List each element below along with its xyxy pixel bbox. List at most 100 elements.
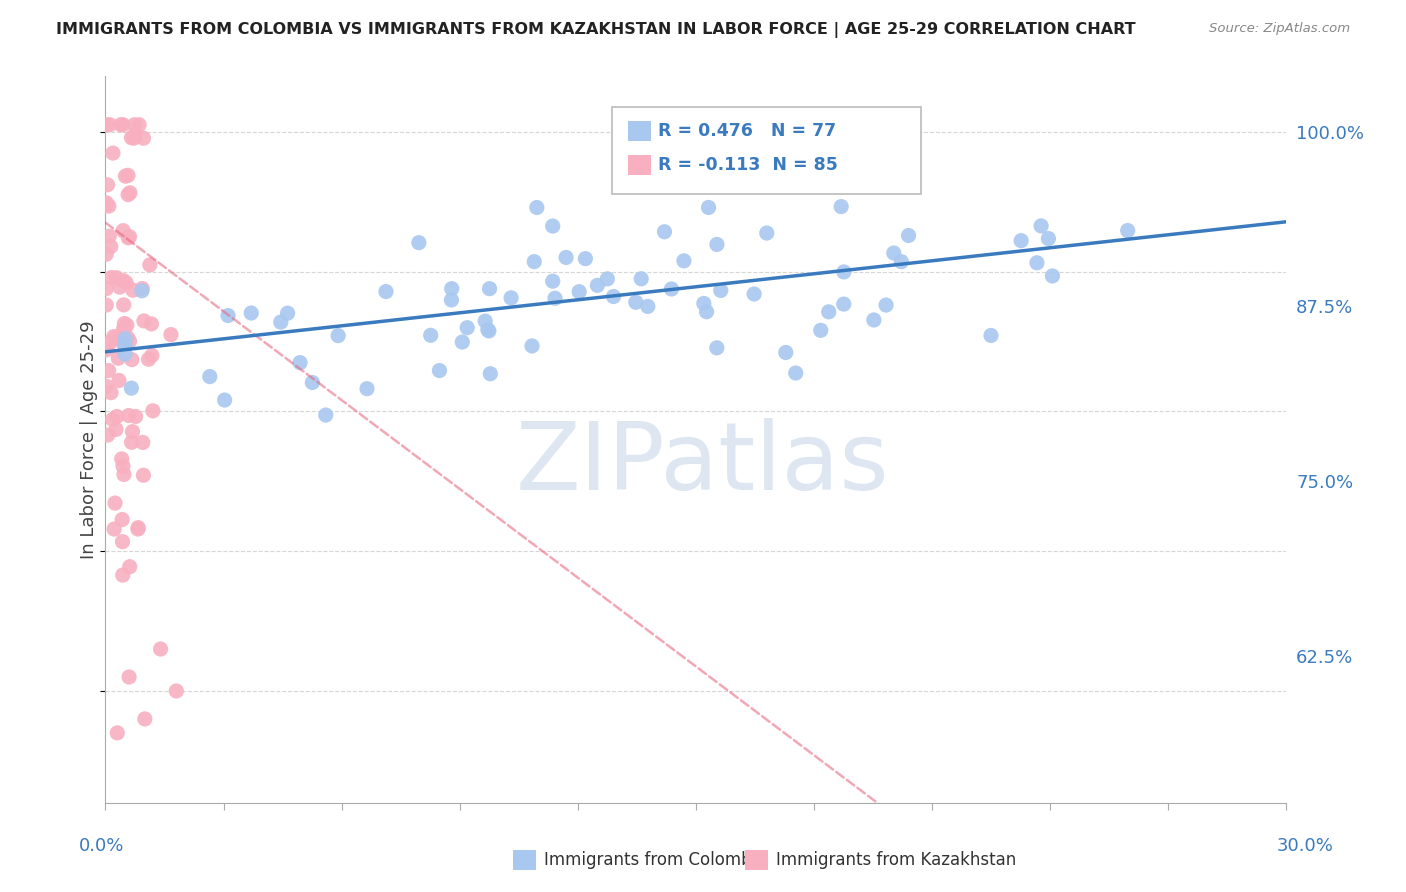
Point (1038, 231, 1060, 245)
Point (127, 522, 149, 536)
Point (456, 320, 478, 334)
Point (98, 118, 121, 132)
Point (111, 512, 134, 526)
Point (526, 201, 548, 215)
Point (122, 283, 145, 297)
Point (108, 280, 131, 294)
Point (142, 404, 165, 418)
Text: 0.0%: 0.0% (79, 837, 124, 855)
Point (118, 409, 141, 423)
Point (479, 367, 502, 381)
Point (832, 265, 855, 279)
Point (693, 296, 716, 310)
Point (700, 169, 723, 183)
Point (112, 317, 135, 331)
Point (478, 282, 501, 296)
Point (602, 289, 624, 303)
Y-axis label: In Labor Force | Age 25-29: In Labor Force | Age 25-29 (80, 320, 98, 558)
Point (160, 327, 183, 342)
Point (198, 369, 221, 384)
Point (134, 712, 156, 726)
Point (105, 726, 128, 740)
Point (478, 324, 501, 338)
Point (326, 328, 349, 343)
Point (419, 328, 441, 343)
Point (132, 468, 155, 483)
Point (118, 670, 141, 684)
Point (96, 198, 118, 212)
Point (124, 118, 146, 132)
Point (101, 146, 124, 161)
Point (112, 322, 135, 336)
Point (110, 118, 132, 132)
Point (408, 235, 430, 250)
Point (149, 642, 172, 657)
Point (121, 435, 143, 450)
Point (710, 284, 733, 298)
Point (127, 521, 149, 535)
Point (117, 187, 139, 202)
Point (477, 323, 499, 337)
Point (121, 425, 143, 439)
Point (1116, 223, 1139, 237)
Point (138, 352, 160, 367)
Point (890, 254, 912, 268)
Point (115, 318, 138, 333)
Point (637, 300, 659, 314)
Point (520, 339, 543, 353)
Point (96, 298, 118, 312)
Point (120, 130, 142, 145)
Point (541, 219, 564, 233)
Point (661, 282, 683, 296)
Point (128, 118, 150, 132)
Point (111, 534, 134, 549)
Point (217, 309, 239, 323)
Text: 30.0%: 30.0% (1277, 837, 1333, 855)
Point (104, 496, 127, 510)
Point (586, 278, 609, 293)
Point (111, 451, 134, 466)
Point (277, 306, 299, 320)
Point (630, 272, 652, 286)
Point (214, 392, 236, 407)
Point (112, 298, 135, 312)
Point (97, 363, 120, 377)
Point (104, 332, 127, 346)
Point (440, 293, 463, 307)
Text: Immigrants from Colombia: Immigrants from Colombia (544, 851, 766, 869)
Point (96, 343, 118, 357)
Point (141, 348, 163, 362)
Point (672, 253, 695, 268)
Point (897, 228, 920, 243)
Point (697, 201, 720, 215)
Point (112, 467, 135, 482)
Point (1026, 256, 1049, 270)
Point (112, 274, 135, 288)
Point (122, 131, 145, 145)
Point (1010, 234, 1032, 248)
Point (315, 408, 337, 422)
Point (105, 422, 128, 436)
Point (132, 131, 155, 145)
Text: R = -0.113  N = 85: R = -0.113 N = 85 (658, 156, 838, 174)
Text: Immigrants from Kazakhstan: Immigrants from Kazakhstan (776, 851, 1017, 869)
Point (132, 314, 155, 328)
Point (742, 287, 765, 301)
Text: IMMIGRANTS FROM COLOMBIA VS IMMIGRANTS FROM KAZAKHSTAN IN LABOR FORCE | AGE 25-2: IMMIGRANTS FROM COLOMBIA VS IMMIGRANTS F… (56, 22, 1136, 38)
Point (830, 200, 852, 214)
Point (112, 224, 135, 238)
Point (96, 178, 118, 192)
Point (103, 522, 125, 536)
Point (120, 381, 142, 395)
Point (100, 385, 122, 400)
Point (111, 327, 134, 342)
Point (97, 199, 120, 213)
Point (568, 285, 591, 299)
Point (111, 458, 134, 473)
Point (574, 252, 596, 266)
Point (118, 559, 141, 574)
Point (240, 306, 263, 320)
Point (96, 118, 118, 132)
Point (875, 298, 897, 312)
Point (270, 315, 292, 329)
